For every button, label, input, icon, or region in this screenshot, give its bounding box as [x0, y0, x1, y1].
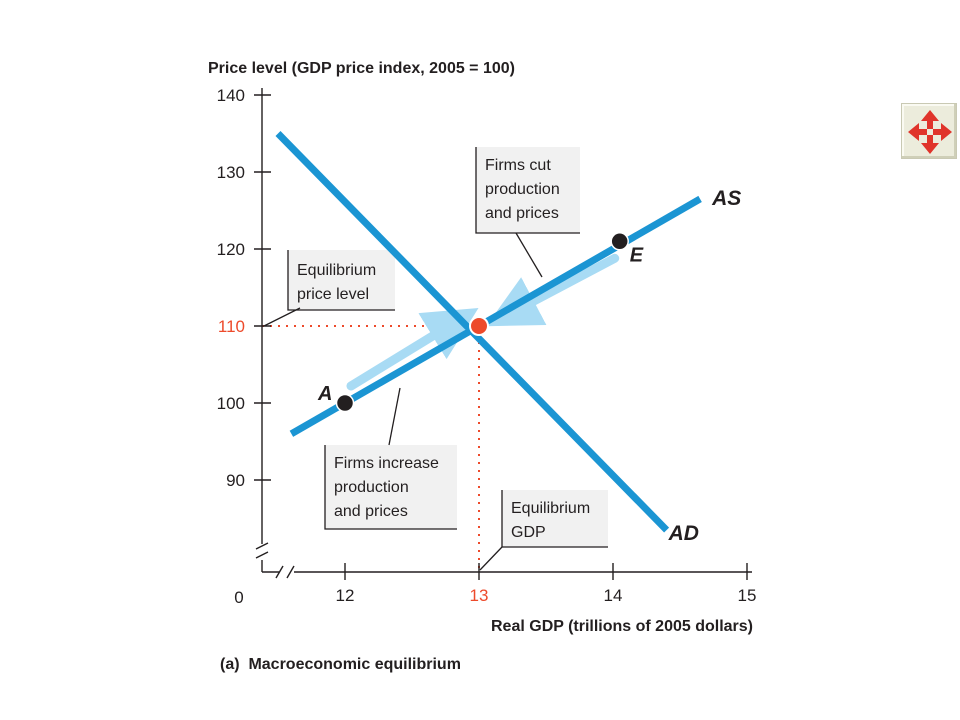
as-curve — [289, 195, 702, 437]
annotation-box-border — [475, 147, 580, 234]
move-button[interactable] — [901, 103, 957, 159]
x-tick-label: 14 — [604, 586, 623, 605]
annotation-text: GDP — [511, 524, 546, 541]
x-tick-label: 15 — [738, 586, 757, 605]
annotation-box-equilibrium-price-level — [288, 250, 395, 310]
y-tick-label: 100 — [217, 394, 245, 413]
firms-cut-arrow — [486, 253, 620, 327]
annotation-box-firms-cut — [476, 147, 580, 233]
ad-label: AD — [668, 522, 699, 545]
annotation-text: Equilibrium — [511, 500, 590, 517]
annotation-box-border — [287, 250, 395, 311]
y-tick-label: 120 — [217, 240, 245, 259]
x-axis-break-mark — [275, 565, 295, 579]
x-tick-label: 13 — [470, 586, 489, 605]
annotation-leader-line — [479, 546, 503, 571]
origin-label: 0 — [234, 588, 243, 607]
annotation-leader-line — [263, 307, 301, 327]
equilibrium-point — [469, 316, 489, 336]
annotation-text: price level — [297, 286, 369, 303]
annotation-leader-line — [388, 387, 401, 446]
y-tick-label: 130 — [217, 163, 245, 182]
y-tick-label: 140 — [217, 86, 245, 105]
point-label-e: E — [630, 244, 644, 266]
chart-caption: (a) Macroeconomic equilibrium — [220, 656, 461, 673]
firms-increase-arrow — [346, 307, 479, 391]
annotation-box-border — [324, 445, 457, 530]
as-label: AS — [711, 187, 741, 210]
y-tick-label: 110 — [218, 317, 245, 336]
y-axis-break-mark — [255, 542, 269, 559]
annotation-text: Equilibrium — [297, 262, 376, 279]
x-tick-label: 12 — [336, 586, 355, 605]
point-label-a: A — [317, 383, 332, 405]
annotation-text: and prices — [485, 205, 559, 222]
annotation-text: production — [334, 479, 409, 496]
annotation-text: Firms increase — [334, 455, 439, 472]
x-axis-title: Real GDP (trillions of 2005 dollars) — [491, 618, 753, 635]
annotation-text: production — [485, 181, 560, 198]
annotation-text: and prices — [334, 503, 408, 520]
annotation-leader-line — [515, 232, 543, 278]
move-arrows-icon — [908, 110, 952, 154]
point-e — [610, 232, 629, 251]
y-axis-title: Price level (GDP price index, 2005 = 100… — [208, 60, 515, 77]
annotation-box-firms-increase — [325, 445, 457, 529]
annotation-box-equilibrium-gdp — [502, 490, 608, 547]
y-tick-label: 90 — [226, 471, 245, 490]
annotation-text: Firms cut — [485, 157, 551, 174]
point-a — [335, 393, 355, 413]
